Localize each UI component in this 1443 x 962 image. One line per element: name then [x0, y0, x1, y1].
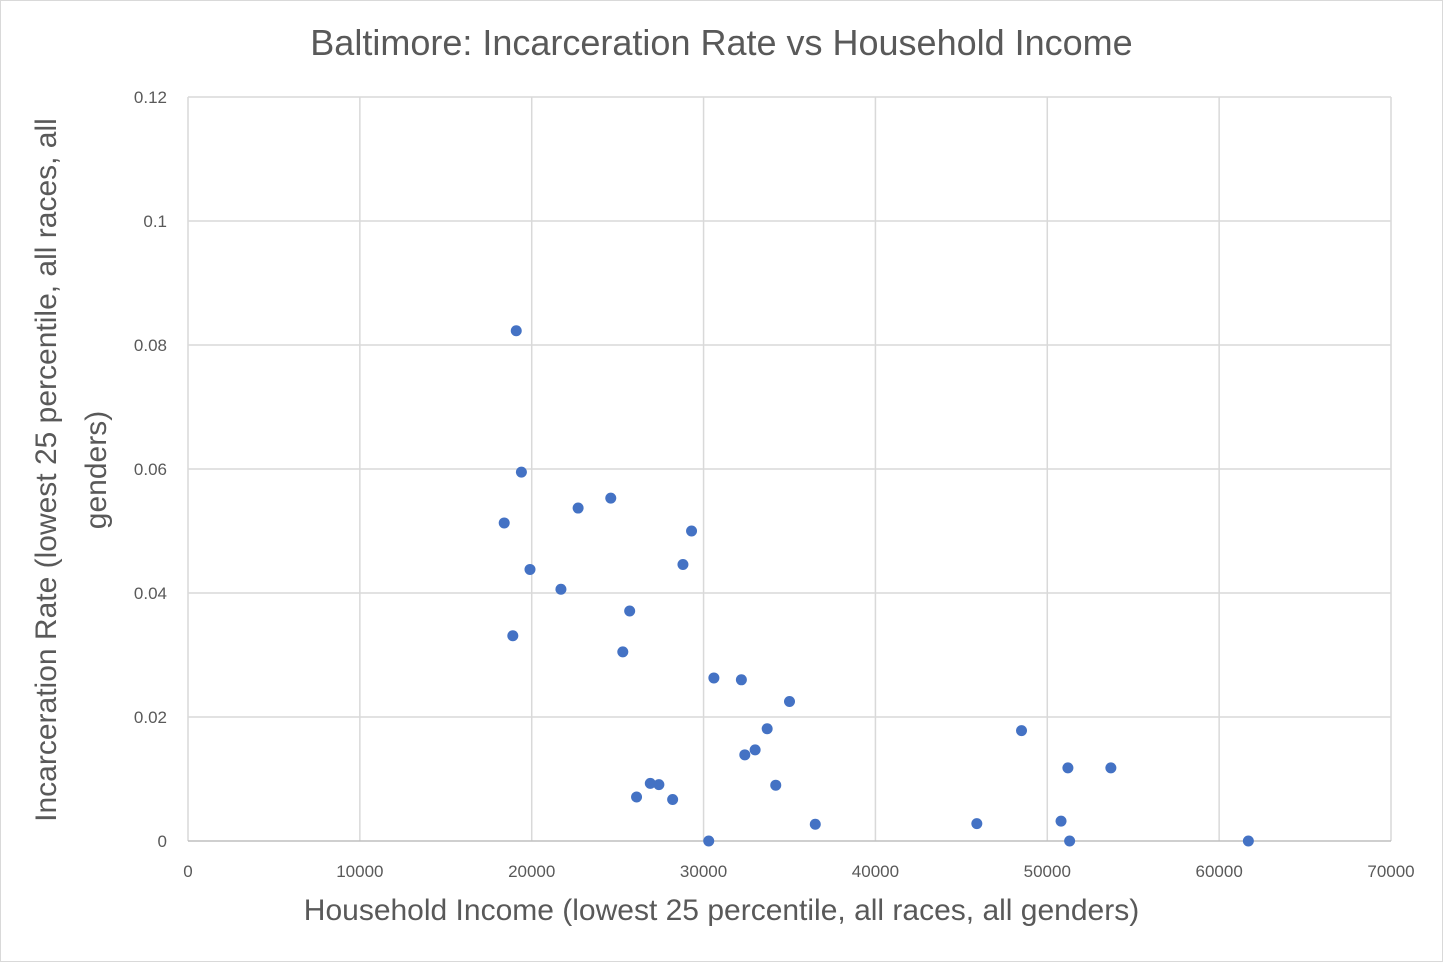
x-tick-label: 70000 — [1367, 862, 1414, 881]
y-tick-label: 0.06 — [134, 460, 167, 479]
data-point — [971, 818, 983, 830]
y-tick-label: 0.04 — [134, 584, 167, 603]
data-point — [631, 791, 643, 803]
data-point — [653, 779, 665, 791]
data-point — [617, 646, 629, 658]
data-point — [761, 723, 773, 735]
gridlines — [187, 96, 1392, 842]
data-point — [749, 744, 761, 756]
data-point — [515, 466, 527, 478]
data-point — [667, 793, 679, 805]
y-tick-label: 0.12 — [134, 88, 167, 107]
y-tick-label: 0 — [158, 832, 167, 851]
data-point — [572, 502, 584, 514]
x-axis-title: Household Income (lowest 25 percentile, … — [303, 894, 1140, 927]
x-tick-label: 0 — [183, 862, 192, 881]
y-tick-label: 0.1 — [143, 212, 167, 231]
data-point — [784, 696, 795, 707]
data-point — [1016, 725, 1028, 737]
data-point — [703, 835, 715, 847]
data-point — [739, 749, 751, 761]
data-point — [708, 672, 720, 684]
data-point — [1105, 762, 1117, 774]
data-point — [1055, 815, 1067, 827]
data-point — [686, 525, 698, 537]
data-point — [644, 777, 656, 789]
chart-title: Baltimore: Incarceration Rate vs Househo… — [310, 22, 1133, 63]
x-tick-label: 40000 — [852, 862, 899, 881]
data-point — [510, 325, 522, 337]
y-axis-title: Incarceration Rate (lowest 25 percentile… — [30, 118, 113, 822]
y-tick-label: 0.08 — [134, 336, 167, 355]
x-tick-label: 50000 — [1024, 862, 1071, 881]
data-point — [735, 674, 747, 686]
data-point — [555, 583, 567, 595]
data-point — [677, 558, 689, 570]
x-tick-label: 20000 — [508, 862, 555, 881]
data-point — [1242, 835, 1254, 847]
x-tick-label: 60000 — [1196, 862, 1243, 881]
data-point — [524, 563, 536, 575]
data-point — [507, 630, 519, 642]
data-point — [1064, 835, 1076, 847]
data-point — [605, 492, 617, 504]
x-tick-label: 30000 — [680, 862, 727, 881]
y-tick-label: 0.02 — [134, 708, 167, 727]
data-point — [624, 605, 636, 617]
x-tick-labels: 0 10000 20000 30000 40000 50000 60000 70000 — [183, 862, 1414, 881]
data-point — [770, 779, 782, 791]
data-point — [809, 818, 821, 830]
data-point — [1062, 762, 1074, 774]
y-tick-labels: 0 0.02 0.04 0.06 0.08 0.1 0.12 — [134, 88, 167, 851]
data-points — [498, 325, 1254, 847]
x-tick-label: 10000 — [336, 862, 383, 881]
data-point — [498, 517, 510, 529]
